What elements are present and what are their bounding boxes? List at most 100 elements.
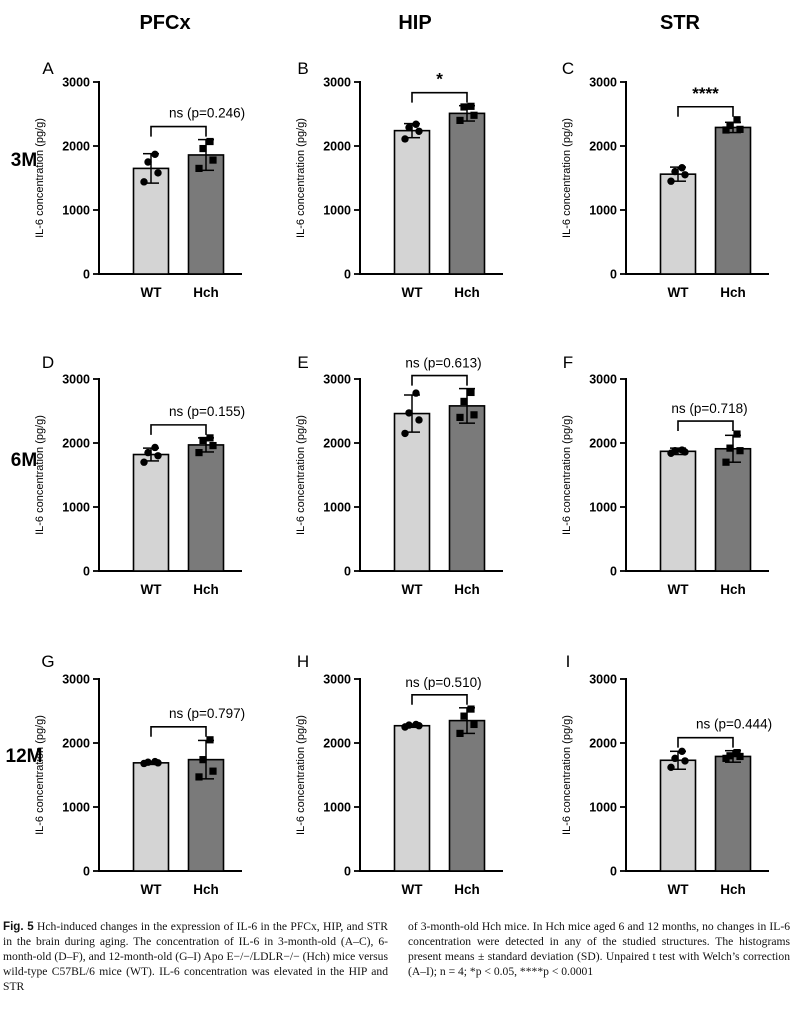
y-tick-label: 1000	[323, 204, 351, 218]
row-label-6m: 6M	[11, 450, 37, 471]
data-point-hch	[736, 125, 744, 133]
bar-hch	[448, 405, 486, 572]
y-tick-label: 2000	[62, 437, 90, 451]
y-tick-label: 0	[344, 565, 351, 579]
y-tick-label: 2000	[62, 140, 90, 154]
panel-letter: F	[563, 353, 573, 372]
significance-bracket	[677, 420, 734, 432]
y-tick-label: 2000	[62, 737, 90, 751]
y-tick-label: 2000	[589, 737, 617, 751]
y-tick-label: 1000	[323, 501, 351, 515]
data-point-wt	[151, 757, 159, 766]
data-point-hch	[736, 752, 744, 761]
data-point-hch	[199, 436, 207, 445]
row-label-12m: 12M	[6, 746, 43, 767]
y-axis-label: IL-6 concentration (pg/g)	[295, 415, 307, 535]
significance-annotation: ns (p=0.797)	[169, 706, 245, 721]
significance-bracket	[150, 424, 207, 435]
data-point-hch	[470, 720, 478, 729]
data-point-hch	[460, 397, 468, 405]
y-tick-label: 3000	[323, 373, 351, 387]
panel-letter: G	[41, 652, 54, 671]
y-axis-label: IL-6 concentration (pg/g)	[34, 118, 46, 238]
significance-bracket	[677, 736, 734, 748]
data-point-wt	[667, 177, 675, 185]
y-tick-label: 0	[83, 865, 90, 879]
bar-hch	[714, 447, 752, 572]
data-point-hch	[722, 458, 730, 466]
data-point-hch	[722, 126, 730, 134]
data-point-wt	[412, 120, 420, 128]
data-point-wt	[671, 754, 679, 763]
bar-hch	[448, 719, 486, 872]
panel-letter: B	[297, 59, 308, 78]
panel-G: G IL-6 concentration (pg/g) 0 1000 2000 3000 W…	[34, 652, 245, 897]
data-point-wt	[678, 164, 686, 172]
panel-C: C IL-6 concentration (pg/g) 0 1000 2000 3000 W…	[561, 59, 769, 300]
significance-annotation: ns (p=0.510)	[405, 675, 481, 690]
column-header-hip: HIP	[398, 12, 431, 34]
y-tick-label: 3000	[589, 673, 617, 687]
data-point-wt	[671, 446, 679, 455]
y-tick-label: 1000	[589, 801, 617, 815]
y-tick-label: 1000	[62, 501, 90, 515]
significance-annotation: ns (p=0.444)	[696, 717, 772, 732]
y-axis-label: IL-6 concentration (pg/g)	[295, 715, 307, 835]
data-point-hch	[460, 712, 468, 720]
y-tick-label: 0	[610, 865, 617, 879]
y-axis-label: IL-6 concentration (pg/g)	[34, 415, 46, 535]
data-point-wt	[405, 409, 413, 417]
significance-annotation: *	[436, 70, 443, 89]
figure-caption-right: of 3-month-old Hch mice. In Hch mice age…	[408, 920, 790, 979]
y-axis-label: IL-6 concentration (pg/g)	[561, 715, 573, 835]
row-label-3m: 3M	[11, 150, 37, 171]
x-tick-label: WT	[402, 882, 424, 897]
bar-wt	[393, 724, 431, 872]
x-tick-label: WT	[141, 882, 163, 897]
x-tick-label: WT	[668, 882, 690, 897]
y-tick-label: 0	[610, 268, 617, 282]
data-point-hch	[467, 102, 475, 110]
data-point-wt	[412, 389, 420, 397]
data-point-wt	[144, 448, 152, 457]
figure-caption-left: Fig. 5 Hch-induced changes in the expres…	[3, 919, 388, 994]
x-tick-label: WT	[141, 582, 163, 597]
panel-H: H IL-6 concentration (pg/g) 0 1000 2000 3000 W…	[295, 652, 503, 897]
data-point-wt	[144, 158, 152, 166]
y-tick-label: 0	[610, 565, 617, 579]
data-point-wt	[151, 150, 159, 159]
data-point-wt	[405, 721, 413, 729]
data-point-hch	[199, 144, 207, 153]
significance-annotation: ns (p=0.718)	[671, 401, 747, 416]
caption-left-text: Hch-induced changes in the expression of…	[3, 920, 388, 994]
x-tick-label: Hch	[193, 582, 219, 597]
panel-letter: H	[297, 652, 309, 671]
bar-wt	[132, 167, 170, 275]
y-tick-label: 3000	[62, 76, 90, 90]
data-point-hch	[733, 430, 741, 438]
data-point-hch	[470, 411, 478, 419]
panel-letter: A	[42, 59, 54, 78]
x-tick-label: Hch	[454, 882, 480, 897]
data-point-hch	[199, 756, 207, 764]
y-tick-label: 1000	[62, 204, 90, 218]
significance-bracket	[411, 374, 468, 386]
bar-hch	[714, 126, 752, 275]
data-point-wt	[412, 720, 420, 729]
y-tick-label: 3000	[323, 76, 351, 90]
panel-F: F IL-6 concentration (pg/g) 0 1000 2000 3000 W…	[561, 353, 769, 597]
column-header-pfcx: PFCx	[139, 12, 190, 34]
significance-bracket	[411, 694, 468, 705]
y-tick-label: 1000	[323, 801, 351, 815]
x-tick-label: Hch	[193, 882, 219, 897]
panel-I: I IL-6 concentration (pg/g) 0 1000 2000 3000 W…	[561, 652, 772, 897]
y-tick-label: 2000	[589, 140, 617, 154]
data-point-hch	[456, 413, 464, 421]
x-tick-label: Hch	[193, 285, 219, 300]
significance-annotation: ns (p=0.246)	[169, 106, 245, 121]
data-point-hch	[733, 749, 741, 757]
bar-wt	[393, 412, 431, 572]
data-point-hch	[736, 447, 744, 455]
significance-bracket	[677, 105, 734, 117]
data-point-hch	[470, 111, 478, 119]
